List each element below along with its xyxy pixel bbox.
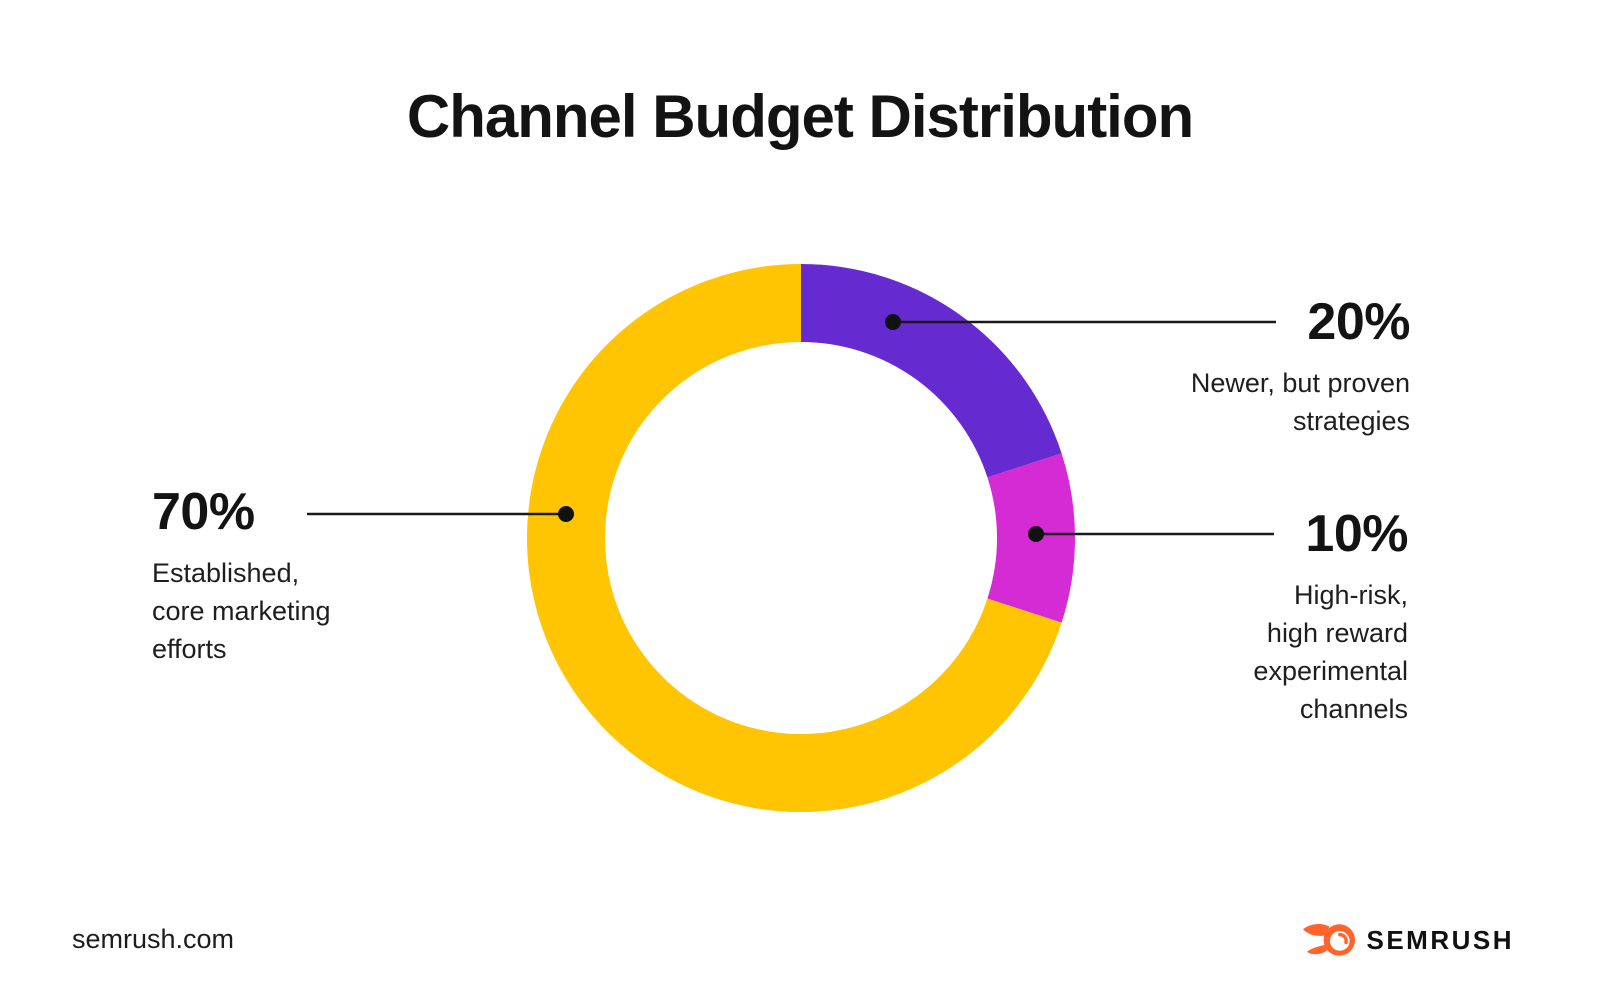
- callout-newer-description: Newer, but proven strategies: [1190, 368, 1410, 436]
- leader-dot-newer: [885, 314, 901, 330]
- flame-ball-highlight: [1338, 932, 1349, 945]
- brand-logo: SEMRUSH: [1302, 922, 1514, 958]
- semrush-flame-icon: [1303, 923, 1356, 956]
- callout-established-percent: 70%: [152, 483, 255, 541]
- leader-dot-established: [558, 506, 574, 522]
- flame-lower-tongue: [1307, 944, 1328, 955]
- page-title: Channel Budget Distribution: [406, 83, 1194, 150]
- callout-newer: 20% Newer, but proven strategies: [1190, 293, 1411, 440]
- callout-highrisk-description: High-risk, high reward experimental chan…: [1253, 580, 1408, 724]
- callout-newer-percent: 20%: [1307, 293, 1410, 351]
- site-url: semrush.com: [72, 924, 235, 954]
- callout-highrisk-percent: 10%: [1305, 505, 1408, 563]
- leader-dot-highrisk: [1028, 526, 1044, 542]
- callout-highrisk: 10% High-risk, high reward experimental …: [1253, 508, 1408, 728]
- donut-segments: [527, 264, 1075, 812]
- flame-upper-tongue: [1303, 923, 1330, 936]
- callout-established: 70% Established, core marketing efforts: [152, 486, 331, 668]
- callout-established-description: Established, core marketing efforts: [152, 558, 331, 664]
- leader-lines: [307, 314, 1276, 542]
- brand-wordmark: SEMRUSH: [1366, 924, 1514, 955]
- donut-segment-newer-proven: [800, 264, 1062, 479]
- donut-segment-established: [527, 264, 1062, 812]
